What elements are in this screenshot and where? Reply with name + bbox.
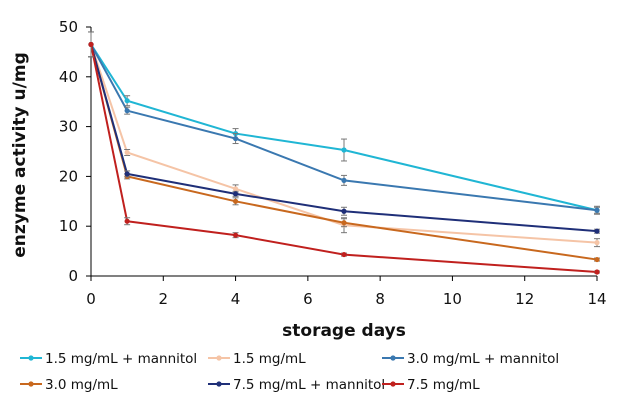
series-1 (88, 31, 600, 215)
data-point (594, 256, 600, 263)
x-tick-label: 10 (443, 290, 462, 308)
legend-label: 7.5 mg/mL + mannitol (233, 377, 385, 393)
data-point (124, 171, 130, 177)
legend-item: 3.0 mg/mL + mannitol (382, 351, 559, 367)
legend-label: 7.5 mg/mL (407, 377, 480, 393)
data-point (88, 41, 94, 48)
legend-item: 3.0 mg/mL (20, 377, 118, 393)
data-point (232, 135, 239, 142)
data-point (124, 98, 130, 104)
y-tick-label: 40 (59, 68, 78, 86)
data-point (232, 198, 239, 204)
y-tick-label: 50 (59, 18, 78, 36)
x-tick-label: 2 (159, 290, 169, 308)
x-tick-label: 14 (587, 290, 606, 308)
data-point (341, 147, 347, 153)
data-point (341, 220, 347, 226)
legend-label: 3.0 mg/mL + mannitol (407, 351, 559, 367)
legend-swatch-marker (390, 381, 396, 387)
legend-item: 7.5 mg/mL (382, 377, 480, 393)
x-tick-label: 12 (515, 290, 534, 308)
y-tick-labels: 0 10 20 30 40 50 (59, 18, 91, 285)
x-tick-label: 0 (86, 290, 96, 308)
data-point (232, 191, 239, 197)
x-tick-label: 8 (375, 290, 385, 308)
legend-item: 1.5 mg/mL (208, 351, 306, 367)
data-point (232, 186, 239, 192)
data-point (232, 232, 239, 238)
y-tick-label: 30 (59, 118, 78, 136)
legend-swatch-marker (216, 355, 222, 361)
data-point (341, 177, 347, 183)
x-tick-label: 4 (231, 290, 241, 308)
x-axis-title: storage days (282, 321, 406, 341)
legend-swatch-marker (390, 355, 396, 361)
series-6 (88, 31, 600, 275)
legend-swatch-marker (28, 355, 34, 361)
legend-swatch-marker (216, 381, 222, 387)
data-point (124, 149, 130, 156)
data-point (124, 218, 130, 224)
data-point (341, 208, 347, 214)
legend: 1.5 mg/mL + mannitol 1.5 mg/mL 3.0 mg/mL +… (20, 351, 559, 393)
data-point (124, 108, 130, 114)
data-point (594, 269, 600, 275)
y-axis-title: enzyme activity u/mg (10, 52, 30, 258)
data-point (594, 228, 600, 234)
data-point (594, 207, 600, 213)
legend-label: 1.5 mg/mL + mannitol (45, 351, 197, 367)
series-line (90, 44, 598, 233)
series-layer (88, 31, 600, 275)
data-point (341, 251, 347, 258)
legend-label: 3.0 mg/mL (45, 377, 118, 393)
legend-item: 7.5 mg/mL + mannitol (208, 377, 385, 393)
legend-label: 1.5 mg/mL (233, 351, 306, 367)
legend-item: 1.5 mg/mL + mannitol (20, 351, 197, 367)
y-tick-label: 0 (68, 267, 78, 285)
x-tick-labels: 0 2 4 6 8 10 12 14 (86, 276, 607, 308)
x-tick-label: 6 (303, 290, 313, 308)
y-tick-label: 20 (59, 167, 78, 185)
series-5 (88, 31, 600, 234)
y-tick-label: 10 (59, 217, 78, 235)
legend-swatch-marker (28, 381, 34, 387)
data-point (594, 240, 600, 246)
